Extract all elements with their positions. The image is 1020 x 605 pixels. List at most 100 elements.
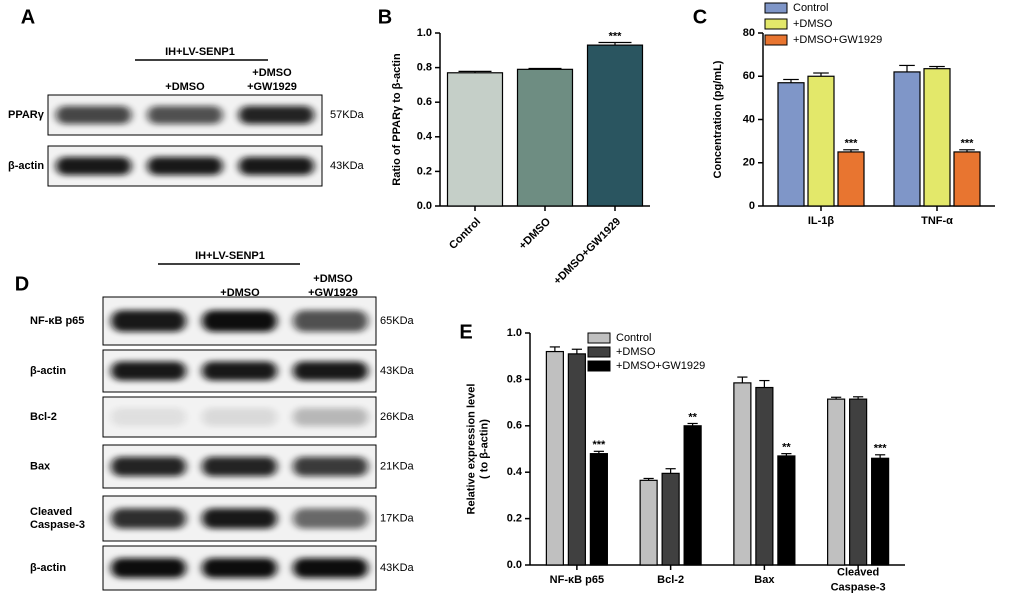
y-tick-label: 0.4 (507, 466, 523, 478)
legend-label: +DMSO+GW1929 (793, 34, 882, 46)
blot-band (111, 456, 186, 477)
x-tick-label: NF-κB p65 (550, 574, 604, 586)
y-axis-label: Concentration (pg/mL) (712, 60, 724, 178)
x-tick-label: TNF-α (921, 215, 953, 227)
bar (777, 455, 796, 566)
legend-swatch (764, 18, 788, 30)
blot-band (293, 310, 368, 332)
blot-band (111, 408, 186, 426)
bar (871, 457, 890, 566)
bar (589, 453, 608, 566)
bar (777, 82, 805, 207)
legend-swatch (587, 332, 611, 344)
protein-label: β-actin (8, 160, 44, 172)
blot-band (202, 558, 277, 578)
y-axis-label: Relative expression level( to β-actin) (465, 384, 490, 515)
size-label: 17KDa (380, 512, 415, 524)
legend-swatch (587, 346, 611, 358)
blot-band (202, 508, 277, 529)
bar (586, 44, 644, 207)
blot-band (238, 157, 314, 175)
blot-band (111, 361, 186, 381)
significance: *** (609, 30, 623, 42)
blot-header: IH+LV-SENP1 (165, 46, 235, 58)
legend-swatch (764, 34, 788, 46)
bar (807, 75, 835, 207)
size-label: 26KDa (380, 411, 415, 423)
blot-band (111, 508, 186, 529)
size-label: 65KDa (380, 315, 415, 327)
blot-band (202, 361, 277, 381)
bar (683, 425, 702, 566)
legend-label: Control (616, 332, 651, 344)
legend-label: Control (793, 2, 828, 14)
blot-band (293, 408, 368, 426)
protein-label: PPARγ (8, 109, 45, 121)
lane-label: +DMSO (165, 81, 205, 93)
y-tick-label: 0.0 (417, 200, 432, 212)
legend-swatch (764, 2, 788, 14)
blot-row (102, 396, 377, 438)
bar (849, 398, 868, 566)
blot-band (111, 310, 186, 332)
significance: *** (874, 443, 888, 455)
blot-row (102, 349, 377, 393)
bar (953, 151, 981, 207)
panel-label: D (15, 273, 29, 295)
blot-band (56, 106, 132, 124)
size-label: 57KDa (330, 109, 365, 121)
legend-label: +DMSO+GW1929 (616, 360, 705, 372)
blot-band (111, 558, 186, 578)
y-axis-label: Ratio of PPARγ to β-actin (391, 53, 403, 186)
y-tick-label: 0 (749, 200, 755, 212)
size-label: 43KDa (380, 562, 415, 574)
blot-band (202, 310, 277, 332)
significance: *** (592, 439, 606, 451)
size-label: 21KDa (380, 460, 415, 472)
y-tick-label: 0.6 (507, 420, 522, 432)
bar (545, 350, 564, 566)
y-tick-label: 80 (743, 27, 755, 39)
x-tick-label: +DMSO+GW1929 (552, 216, 624, 288)
protein-label: NF-κB p65 (30, 315, 84, 327)
lane-label: +DMSO +GW1929 (308, 273, 358, 299)
blot-band (202, 408, 277, 426)
blot-row (47, 94, 323, 136)
significance: *** (961, 138, 975, 150)
protein-label: Bax (30, 460, 51, 472)
blot-header: IH+LV-SENP1 (195, 250, 265, 262)
bar (639, 479, 658, 566)
x-tick-label: Bax (754, 574, 775, 586)
significance: ** (688, 411, 697, 423)
legend-label: +DMSO (793, 18, 833, 30)
y-tick-label: 0.0 (507, 559, 522, 571)
panel-label: E (459, 321, 472, 343)
panel-label: A (21, 6, 35, 28)
significance: ** (782, 442, 791, 454)
y-tick-label: 0.2 (417, 165, 432, 177)
blot-band (202, 456, 277, 477)
bar (446, 72, 504, 207)
blot-band (293, 361, 368, 381)
blot-row (102, 444, 377, 489)
blot-row (47, 145, 323, 187)
y-tick-label: 0.6 (417, 96, 432, 108)
blot-row (102, 495, 377, 542)
y-tick-label: 1.0 (507, 327, 522, 339)
lane-label: +DMSO +GW1929 (247, 67, 297, 93)
x-tick-label: Control (447, 216, 483, 252)
y-tick-label: 60 (743, 70, 755, 82)
bar (893, 71, 921, 207)
blot-row (102, 296, 377, 346)
blot-band (293, 558, 368, 578)
blot-row (102, 545, 377, 591)
panel-label: C (693, 6, 707, 28)
bar (661, 472, 680, 566)
blot-band (147, 106, 223, 124)
bar (733, 382, 752, 566)
bar (827, 398, 846, 566)
lane-label: +DMSO (220, 287, 260, 299)
blot-band (293, 456, 368, 477)
y-tick-label: 20 (743, 157, 755, 169)
